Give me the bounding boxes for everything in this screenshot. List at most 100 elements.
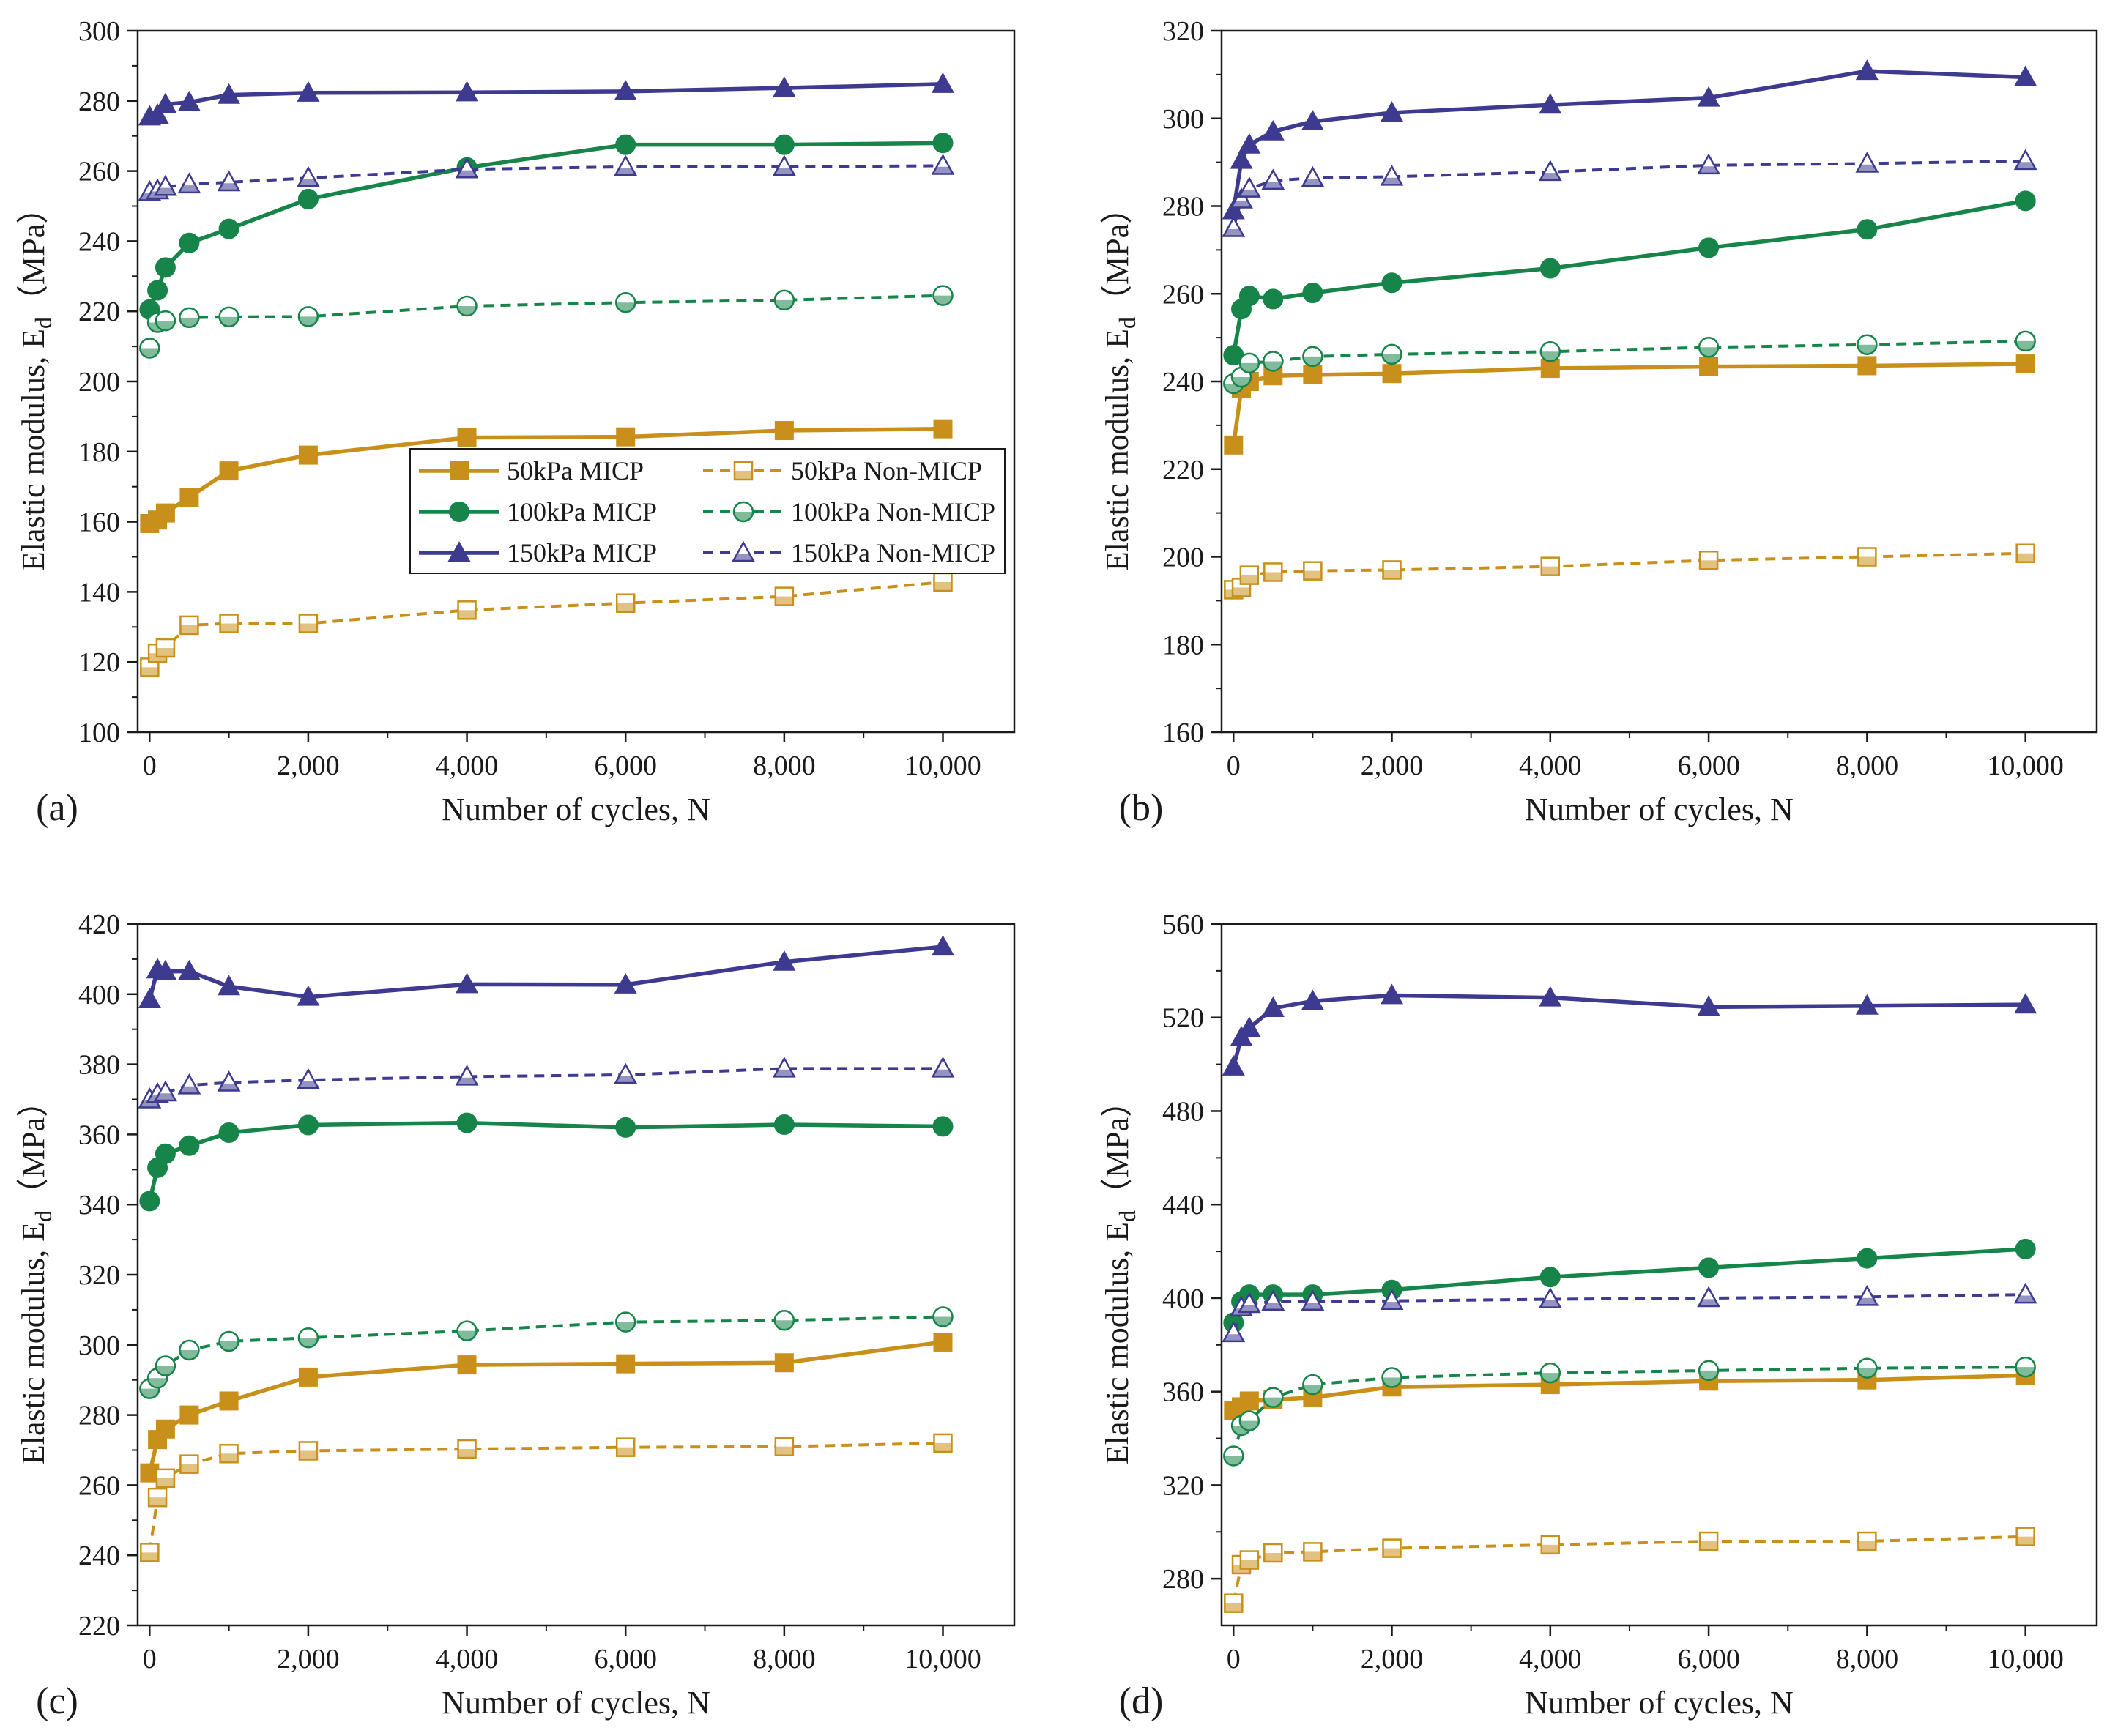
- series-100kpa-non-micp: [1223, 1356, 2036, 1467]
- y-tick-label: 560: [1162, 909, 1204, 940]
- y-tick-label: 120: [78, 647, 120, 678]
- data-point: [774, 421, 794, 441]
- data-point: [932, 285, 954, 306]
- legend-label: 100kPa MICP: [507, 497, 657, 526]
- data-point-half: [155, 1093, 176, 1100]
- x-axis-label: Number of cycles, N: [442, 791, 710, 827]
- data-point: [297, 188, 319, 209]
- data-point-half: [140, 348, 160, 358]
- data-point-half: [933, 1316, 953, 1327]
- data-point: [774, 1353, 794, 1373]
- plot-frame: [136, 923, 1016, 1627]
- series-line: [1232, 1535, 2026, 1604]
- data-point: [155, 638, 176, 658]
- data-point: [179, 1405, 199, 1425]
- series-line: [1231, 198, 2026, 356]
- data-point-half: [774, 168, 795, 175]
- data-point-half: [220, 623, 238, 633]
- data-point: [772, 154, 796, 176]
- data-point: [1263, 562, 1283, 582]
- legend-label: 50kPa MICP: [507, 456, 644, 485]
- data-point: [932, 1116, 954, 1137]
- data-point: [297, 306, 319, 327]
- y-tick-label: 240: [78, 1541, 120, 1571]
- y-axis-label-main: Elastic modulus, E: [1099, 329, 1135, 571]
- data-point: [1381, 272, 1402, 294]
- data-point: [154, 959, 177, 980]
- data-point-half: [1698, 166, 1719, 174]
- data-point: [2014, 993, 2037, 1014]
- data-point: [219, 614, 239, 633]
- y-tick-label: 220: [1162, 455, 1204, 485]
- data-point-half: [1383, 1548, 1401, 1557]
- data-point: [773, 76, 796, 97]
- data-point-half: [155, 187, 176, 195]
- data-point: [298, 614, 319, 633]
- data-point: [147, 280, 168, 301]
- y-tick-label: 140: [78, 577, 120, 608]
- series-line: [147, 141, 943, 310]
- data-point: [1230, 187, 1253, 209]
- data-point: [1239, 1391, 1259, 1411]
- y-axis-label-unit: （MPa）: [1099, 1085, 1135, 1210]
- series-line: [1232, 1293, 2026, 1334]
- y-tick-label: 180: [1162, 630, 1204, 660]
- data-point-half: [298, 179, 319, 187]
- data-point-half: [1239, 1420, 1259, 1431]
- data-point: [774, 1437, 795, 1456]
- data-point-half: [1224, 1456, 1244, 1466]
- x-tick-label: 6,000: [1677, 750, 1740, 781]
- data-point-half: [1233, 587, 1251, 597]
- series-line: [1233, 551, 2026, 592]
- series-150kpa-non-micp: [1222, 1282, 2037, 1343]
- y-tick-label: 440: [1162, 1190, 1204, 1221]
- data-point: [155, 1419, 175, 1439]
- data-point-half: [457, 306, 477, 316]
- x-tick-label: 0: [1227, 750, 1241, 781]
- y-tick-label: 260: [78, 1470, 120, 1501]
- data-point-half: [458, 1449, 476, 1459]
- y-tick-label: 280: [78, 1401, 120, 1431]
- legend-entry: 150kPa Non-MICP: [703, 538, 995, 567]
- series-100kpa-micp: [1223, 190, 2036, 366]
- data-point: [457, 1439, 477, 1459]
- data-point-half: [1264, 1553, 1282, 1562]
- data-point: [217, 170, 241, 192]
- data-point: [1382, 560, 1402, 580]
- data-point-half: [1303, 1385, 1323, 1395]
- data-point: [1857, 547, 1877, 567]
- data-point: [1380, 1289, 1404, 1311]
- legend-marker-half: [735, 471, 752, 480]
- series-line: [148, 1315, 943, 1390]
- data-point-half: [1263, 182, 1284, 189]
- data-point: [1238, 352, 1260, 374]
- data-point: [179, 307, 200, 329]
- data-point: [140, 657, 160, 677]
- x-tick-label: 2,000: [277, 1644, 340, 1674]
- series-150kpa-non-micp: [138, 154, 955, 201]
- data-point-half: [219, 1341, 239, 1352]
- series-100kpa-micp: [1223, 1238, 2036, 1333]
- data-point: [1539, 986, 1562, 1007]
- data-point: [1698, 1531, 1719, 1551]
- y-tick-label: 320: [1162, 16, 1204, 47]
- data-point: [1539, 258, 1561, 279]
- data-point: [1222, 216, 1246, 237]
- data-point: [1540, 1535, 1561, 1555]
- chart-panel-1: 0 2,000 4,000 6,000 8,000 10,000 100 120 140 160 1…: [15, 16, 1016, 829]
- data-point-half: [220, 1453, 238, 1463]
- y-tick-label: 100: [78, 718, 120, 748]
- data-point-half: [1857, 1368, 1877, 1378]
- data-point: [1302, 1374, 1323, 1396]
- data-point-half: [616, 1322, 636, 1332]
- data-point: [297, 985, 320, 1006]
- data-point: [1698, 1360, 1720, 1382]
- data-point: [218, 83, 241, 104]
- series-line: [148, 1441, 943, 1553]
- data-point: [179, 1454, 199, 1474]
- data-point: [1538, 160, 1562, 182]
- y-axis-label-sub: d: [30, 317, 56, 329]
- x-tick-label: 0: [1227, 1644, 1241, 1674]
- legend-marker: [447, 541, 471, 562]
